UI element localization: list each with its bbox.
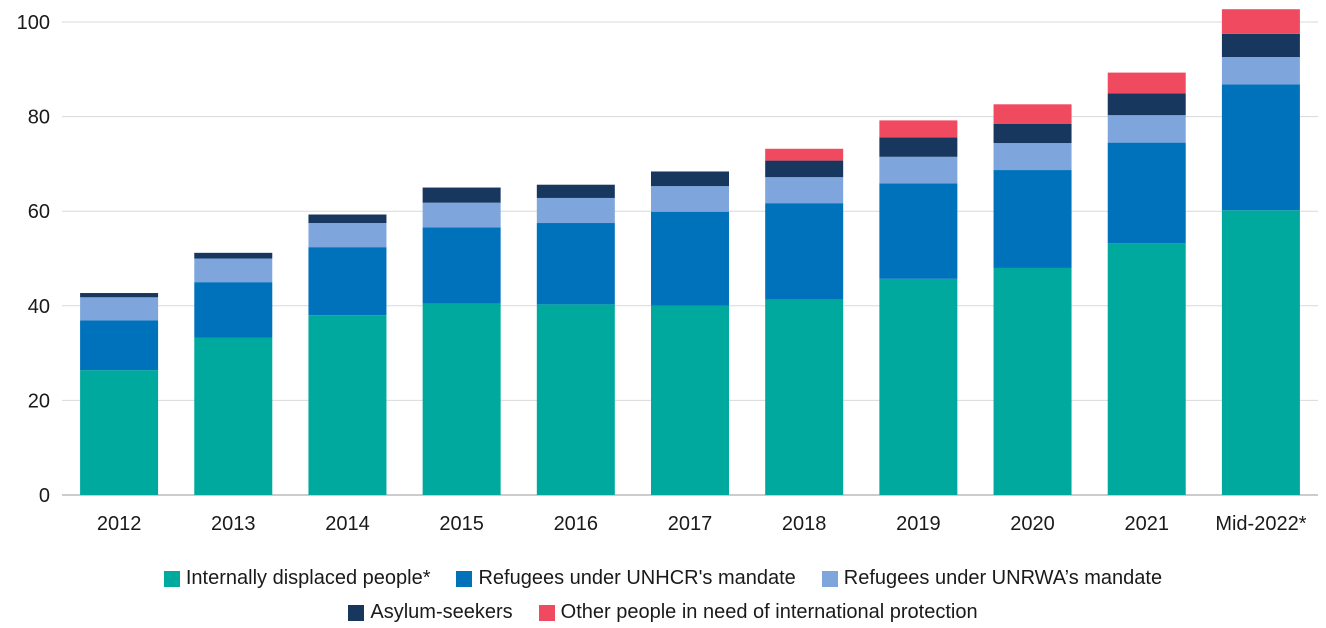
bar-segment [651, 305, 729, 495]
legend-swatch [456, 570, 473, 587]
bar-segment [422, 202, 501, 228]
x-tick-label: Mid-2022* [1215, 513, 1306, 535]
bar-segment [536, 304, 615, 495]
bar-segment [308, 247, 387, 316]
bar-segment [879, 137, 958, 157]
bar-segment [993, 170, 1072, 268]
legend-swatch [538, 604, 555, 621]
x-tick-label: 2012 [97, 513, 142, 535]
bar-segment [879, 156, 958, 184]
bar-segment [1221, 84, 1300, 211]
bar-segment [765, 148, 844, 161]
bar-segment [1107, 142, 1186, 244]
y-axis-ticks: 0 20 40 60 80 100 [17, 12, 50, 507]
legend-item: Refugees under UNHCR's mandate [456, 567, 796, 590]
y-tick-label: 60 [28, 201, 50, 223]
bar-segment [651, 171, 729, 187]
legend-item: Other people in need of international pr… [538, 601, 978, 624]
bar-segment [765, 203, 844, 300]
bar-segment [1107, 115, 1186, 143]
legend-swatch [163, 570, 180, 587]
bar-segment [765, 160, 844, 178]
x-tick-label: 2021 [1124, 513, 1169, 535]
bar-segment [765, 177, 844, 204]
legend-item: Internally displaced people* [163, 567, 431, 590]
x-tick-label: 2018 [782, 513, 827, 535]
y-tick-label: 0 [39, 485, 50, 507]
bar-segment [879, 120, 958, 138]
legend-row-1: Internally displaced people* Refugees und… [0, 567, 1326, 590]
y-tick-label: 40 [28, 296, 50, 318]
y-tick-label: 80 [28, 107, 50, 129]
y-tick-label: 20 [28, 390, 50, 412]
x-tick-label: 2020 [1010, 513, 1055, 535]
x-tick-label: 2014 [325, 513, 370, 535]
bar-segment [194, 337, 273, 495]
bar-segment [993, 123, 1072, 144]
bar-segment [80, 320, 159, 371]
legend-label: Other people in need of international pr… [560, 601, 978, 623]
bar-segment [194, 252, 273, 259]
bar-segment [651, 186, 729, 212]
bar-segment [80, 297, 159, 321]
bar-segment [308, 315, 387, 495]
x-tick-label: 2013 [211, 513, 256, 535]
bar-segment [879, 278, 958, 495]
x-tick-label: 2017 [668, 513, 713, 535]
bar-segment [194, 282, 273, 338]
bar-segment [536, 197, 615, 224]
bar-segment [1221, 57, 1300, 85]
bar-segment [80, 293, 159, 298]
bar-segment [1107, 72, 1186, 94]
legend-swatch [348, 604, 365, 621]
legend-label: Refugees under UNHCR's mandate [478, 567, 796, 589]
bar-segment [1221, 9, 1300, 34]
x-tick-label: 2015 [439, 513, 484, 535]
bar-segment [1107, 93, 1186, 116]
legend-label: Refugees under UNRWA’s mandate [843, 567, 1163, 589]
x-axis-ticks: 2012 2013 2014 2015 2016 2017 2018 2019 2020 2021… [97, 513, 1307, 535]
legend-row-2: Asylum-seekers Other people in need of in… [0, 601, 1326, 624]
bar-segment [422, 187, 501, 203]
bar-segment [993, 104, 1072, 124]
bar-segment [1221, 33, 1300, 58]
legend-label: Asylum-seekers [370, 601, 513, 623]
bar-segment [308, 223, 387, 248]
bar-segment [536, 184, 615, 198]
legend-swatch [821, 570, 838, 587]
legend-item: Refugees under UNRWA’s mandate [821, 567, 1163, 590]
bar-segment [993, 143, 1072, 171]
bar-segment [1107, 243, 1186, 495]
bar-segment [879, 183, 958, 279]
bars [80, 9, 1300, 495]
bar-segment [80, 370, 159, 495]
bar-segment [422, 227, 501, 304]
bar-segment [194, 258, 273, 283]
bar-segment [651, 211, 729, 306]
y-tick-label: 100 [17, 12, 50, 34]
bar-segment [993, 267, 1072, 495]
legend-item: Asylum-seekers [348, 601, 513, 624]
bar-segment [536, 223, 615, 305]
legend-label: Internally displaced people* [185, 567, 431, 589]
x-tick-label: 2016 [554, 513, 599, 535]
bar-segment [308, 214, 387, 224]
x-tick-label: 2019 [896, 513, 941, 535]
bar-segment [1221, 210, 1300, 495]
bar-segment [765, 299, 844, 495]
bar-segment [422, 303, 501, 495]
